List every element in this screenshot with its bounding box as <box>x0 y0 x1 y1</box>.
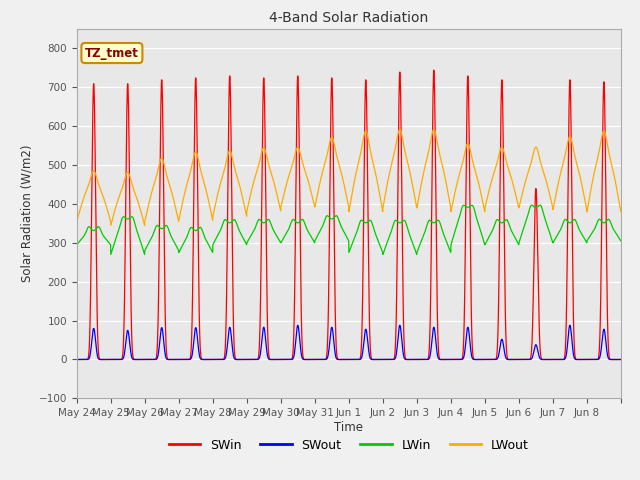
LWout <box>127 179 135 185</box>
Text: TZ_tmet: TZ_tmet <box>85 47 139 60</box>
SWout <box>396 323 404 328</box>
SWout <box>127 351 135 357</box>
LWout <box>617 209 625 215</box>
LWin <box>528 202 536 208</box>
Legend: SWin, SWout, LWin, LWout: SWin, SWout, LWin, LWout <box>164 434 534 457</box>
SWout <box>244 357 252 362</box>
LWout <box>73 218 81 224</box>
LWin <box>610 227 618 232</box>
X-axis label: Time: Time <box>334 421 364 434</box>
SWin <box>244 357 252 362</box>
SWin <box>513 357 520 362</box>
SWout <box>609 357 617 362</box>
LWin <box>107 252 115 257</box>
SWin <box>617 357 625 362</box>
LWin <box>513 238 520 243</box>
SWout <box>381 357 389 362</box>
SWin <box>430 67 438 73</box>
LWout <box>544 183 552 189</box>
SWin <box>609 357 617 362</box>
Line: SWout: SWout <box>77 325 621 360</box>
SWout <box>617 357 625 362</box>
LWin <box>127 214 135 220</box>
SWout <box>543 357 551 362</box>
Title: 4-Band Solar Radiation: 4-Band Solar Radiation <box>269 11 428 25</box>
Y-axis label: Solar Radiation (W/m2): Solar Radiation (W/m2) <box>20 145 33 282</box>
Line: LWout: LWout <box>77 130 621 225</box>
LWin <box>245 237 253 242</box>
LWin <box>73 242 81 248</box>
LWout <box>245 200 253 205</box>
SWin <box>543 357 551 362</box>
SWout <box>73 357 81 362</box>
LWin <box>381 244 389 250</box>
LWout <box>107 222 115 228</box>
SWin <box>127 309 135 314</box>
LWout <box>610 169 618 175</box>
LWin <box>544 224 552 229</box>
LWin <box>617 238 625 244</box>
SWin <box>73 357 81 362</box>
LWout <box>381 191 389 196</box>
Line: SWin: SWin <box>77 70 621 360</box>
SWin <box>381 357 389 362</box>
LWout <box>513 197 521 203</box>
Line: LWin: LWin <box>77 205 621 254</box>
SWout <box>513 357 520 362</box>
LWout <box>396 127 404 132</box>
